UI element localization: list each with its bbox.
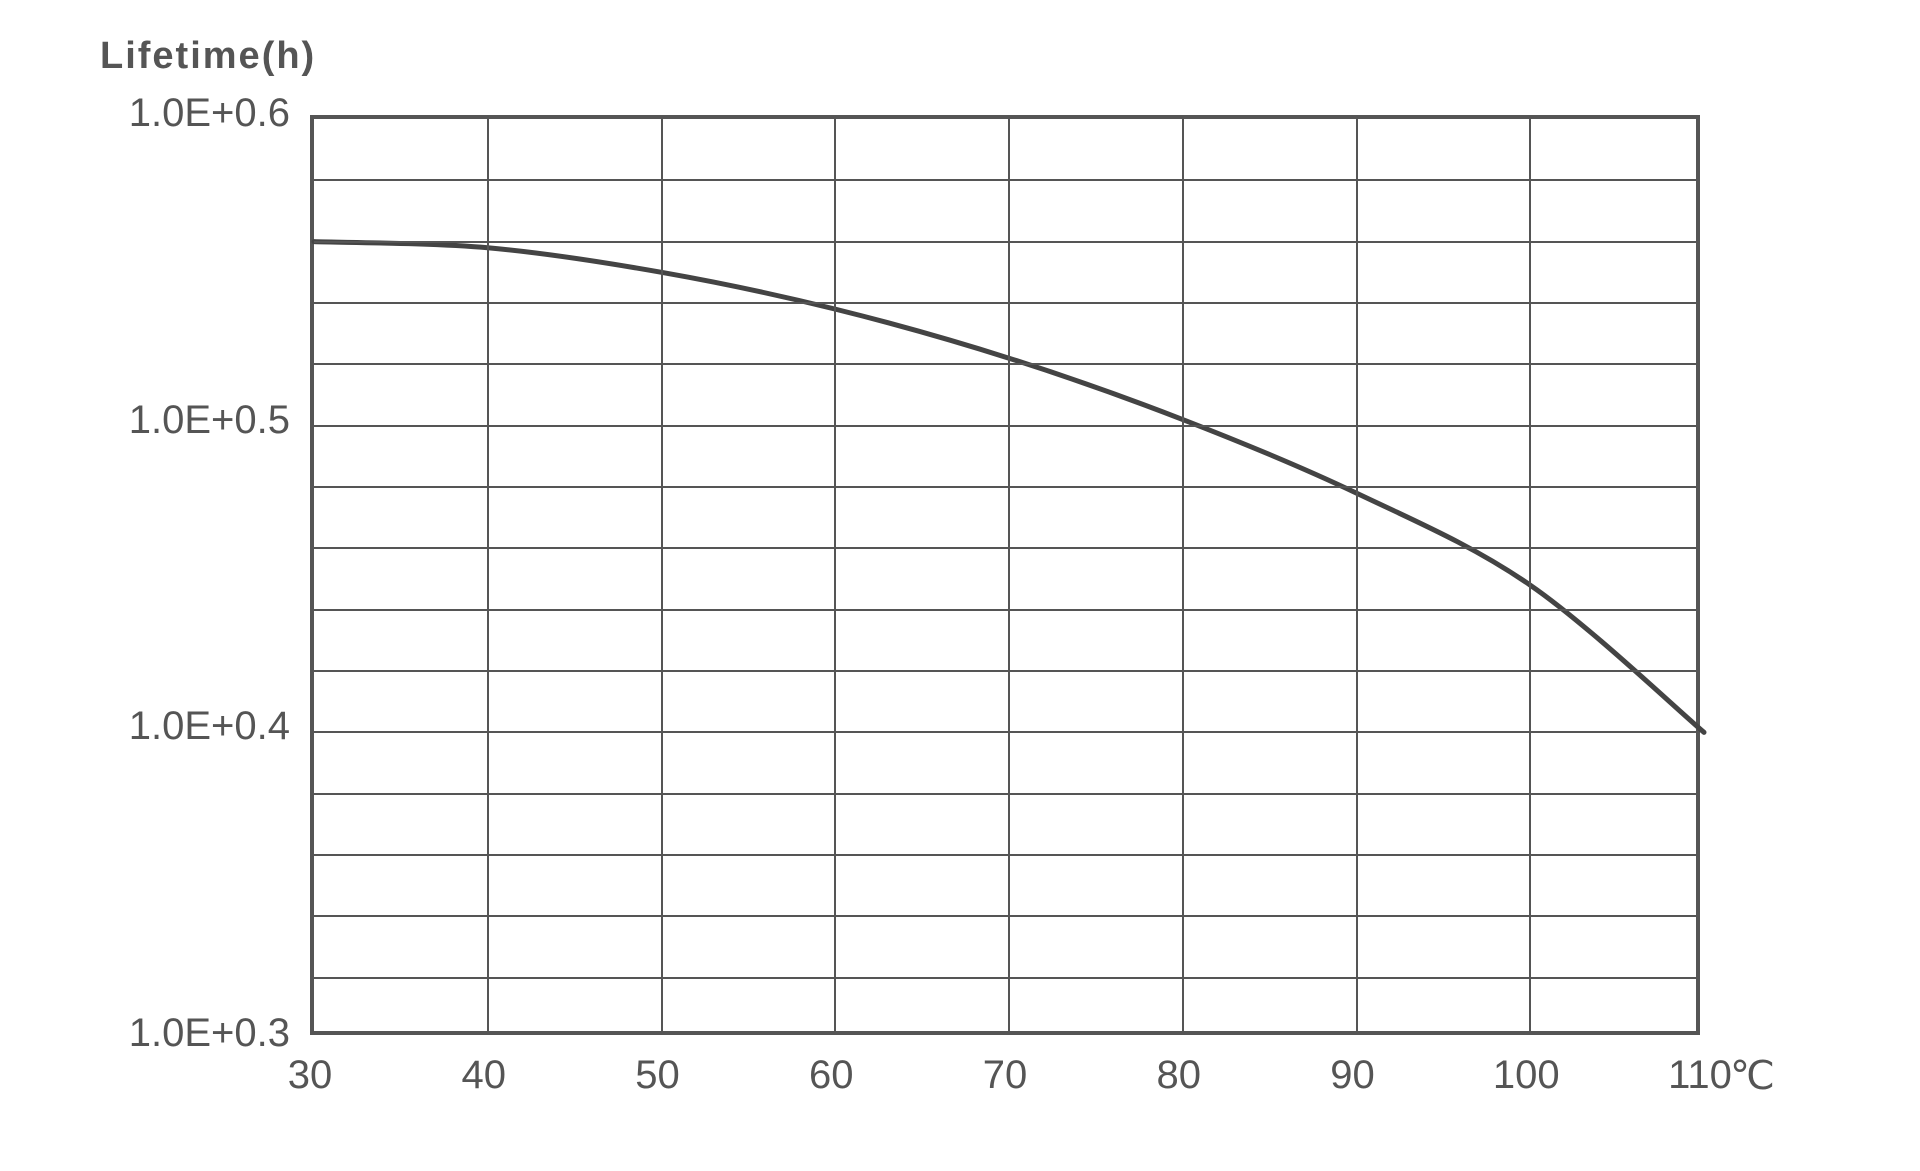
grid-line-h <box>314 425 1696 427</box>
y-tick-label: 1.0E+0.5 <box>129 398 290 443</box>
grid-line-v <box>1182 119 1184 1031</box>
grid-line-h <box>314 915 1696 917</box>
chart-title: Lifetime(h) <box>100 35 316 78</box>
grid-line-h <box>314 670 1696 672</box>
x-tick-label: 80 <box>1139 1053 1219 1098</box>
grid-line-h <box>314 363 1696 365</box>
y-tick-label: 1.0E+0.4 <box>129 704 290 749</box>
grid-line-h <box>314 977 1696 979</box>
plot-area <box>310 115 1700 1035</box>
grid-line-h <box>314 793 1696 795</box>
grid-line-h <box>314 731 1696 733</box>
grid-line-v <box>1529 119 1531 1031</box>
grid-line-h <box>314 179 1696 181</box>
grid-line-v <box>487 119 489 1031</box>
grid-line-h <box>314 854 1696 856</box>
grid-line-h <box>314 486 1696 488</box>
grid-line-h <box>314 302 1696 304</box>
grid-line-v <box>661 119 663 1031</box>
x-tick-label: 40 <box>444 1053 524 1098</box>
x-tick-label: 110 <box>1660 1053 1740 1098</box>
x-tick-label: 60 <box>791 1053 871 1098</box>
y-tick-label: 1.0E+0.6 <box>129 91 290 136</box>
grid-line-h <box>314 241 1696 243</box>
chart-page: Lifetime(h) ℃ 304050607080901001101.0E+0… <box>0 0 1920 1171</box>
grid-line-v <box>834 119 836 1031</box>
grid-line-v <box>1356 119 1358 1031</box>
grid-line-v <box>1008 119 1010 1031</box>
x-tick-label: 70 <box>965 1053 1045 1098</box>
grid-line-h <box>314 547 1696 549</box>
x-tick-label: 30 <box>270 1053 350 1098</box>
y-tick-label: 1.0E+0.3 <box>129 1011 290 1056</box>
grid-line-h <box>314 609 1696 611</box>
x-tick-label: 100 <box>1486 1053 1566 1098</box>
x-tick-label: 90 <box>1313 1053 1393 1098</box>
x-tick-label: 50 <box>618 1053 698 1098</box>
